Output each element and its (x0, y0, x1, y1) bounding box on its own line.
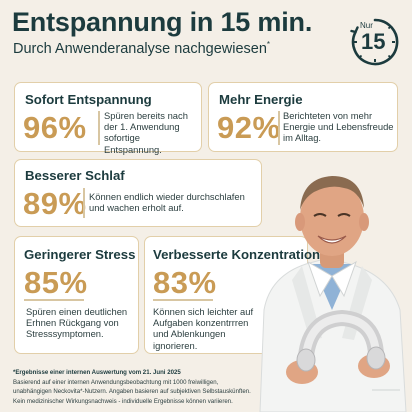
card-stat: 96% (23, 110, 87, 145)
stat-card-stress: Geringerer Stress 85% Spüren einen deutl… (14, 236, 139, 354)
card-title: Besserer Schlaf (25, 168, 125, 183)
footnote-line: *Ergebnisse einer internen Auswertung vo… (13, 369, 181, 376)
card-title: Geringerer Stress (24, 247, 136, 262)
card-title: Mehr Energie (219, 92, 303, 107)
card-title: Sofort Entspannung (25, 92, 152, 107)
subtitle-footnote-mark: * (266, 40, 271, 49)
card-stat: 92% (217, 110, 281, 145)
page-title: Entspannung in 15 min. (12, 7, 313, 37)
footnote: *Ergebnisse einer internen Auswertung vo… (13, 368, 333, 406)
stopwatch-icon (350, 18, 399, 66)
card-divider (98, 111, 100, 145)
stat-card-energy: Mehr Energie 92% Berichteten von mehr En… (208, 82, 398, 152)
footnote-line: unabhängigen Neckovita*-Nutzern. Angaben… (13, 388, 251, 396)
timer-value: 15 (361, 29, 386, 54)
card-divider (83, 188, 85, 218)
stat-card-sleep: Besserer Schlaf 89% Können endlich wiede… (14, 159, 262, 227)
footnote-line: Basierend auf einer internen Anwendungsb… (13, 378, 219, 386)
footnote-line: Kein medizinischer Wirkungsnachweis - in… (13, 397, 233, 405)
person-with-device-illustration (250, 160, 412, 412)
card-divider (278, 111, 280, 145)
page-subtitle: Durch Anwenderanalyse nachgewiesen* (13, 40, 270, 57)
timer-badge: Nur 15 (349, 16, 401, 68)
card-description: Spüren bereits nach der 1. Anwendung sof… (104, 110, 188, 155)
card-description: Können endlich wieder durchschlafen und … (89, 191, 245, 214)
stat-card-relaxation: Sofort Entspannung 96% Spüren bereits na… (14, 82, 202, 155)
card-divider (153, 299, 213, 301)
card-stat: 83% (153, 265, 217, 300)
timer-label: Nur (360, 21, 373, 30)
card-stat: 85% (24, 265, 88, 300)
card-description: Berichteten von mehr Energie und Lebensf… (283, 110, 394, 144)
card-title: Verbesserte Konzentration (153, 247, 321, 262)
card-divider (24, 299, 84, 301)
card-stat: 89% (23, 186, 87, 221)
subtitle-text: Durch Anwenderanalyse nachgewiesen (13, 40, 267, 57)
card-description: Spüren einen deutlichen Erhnen Rückgang … (26, 306, 128, 340)
card-description: Können sich leichter auf Aufgaben konzen… (153, 306, 254, 351)
